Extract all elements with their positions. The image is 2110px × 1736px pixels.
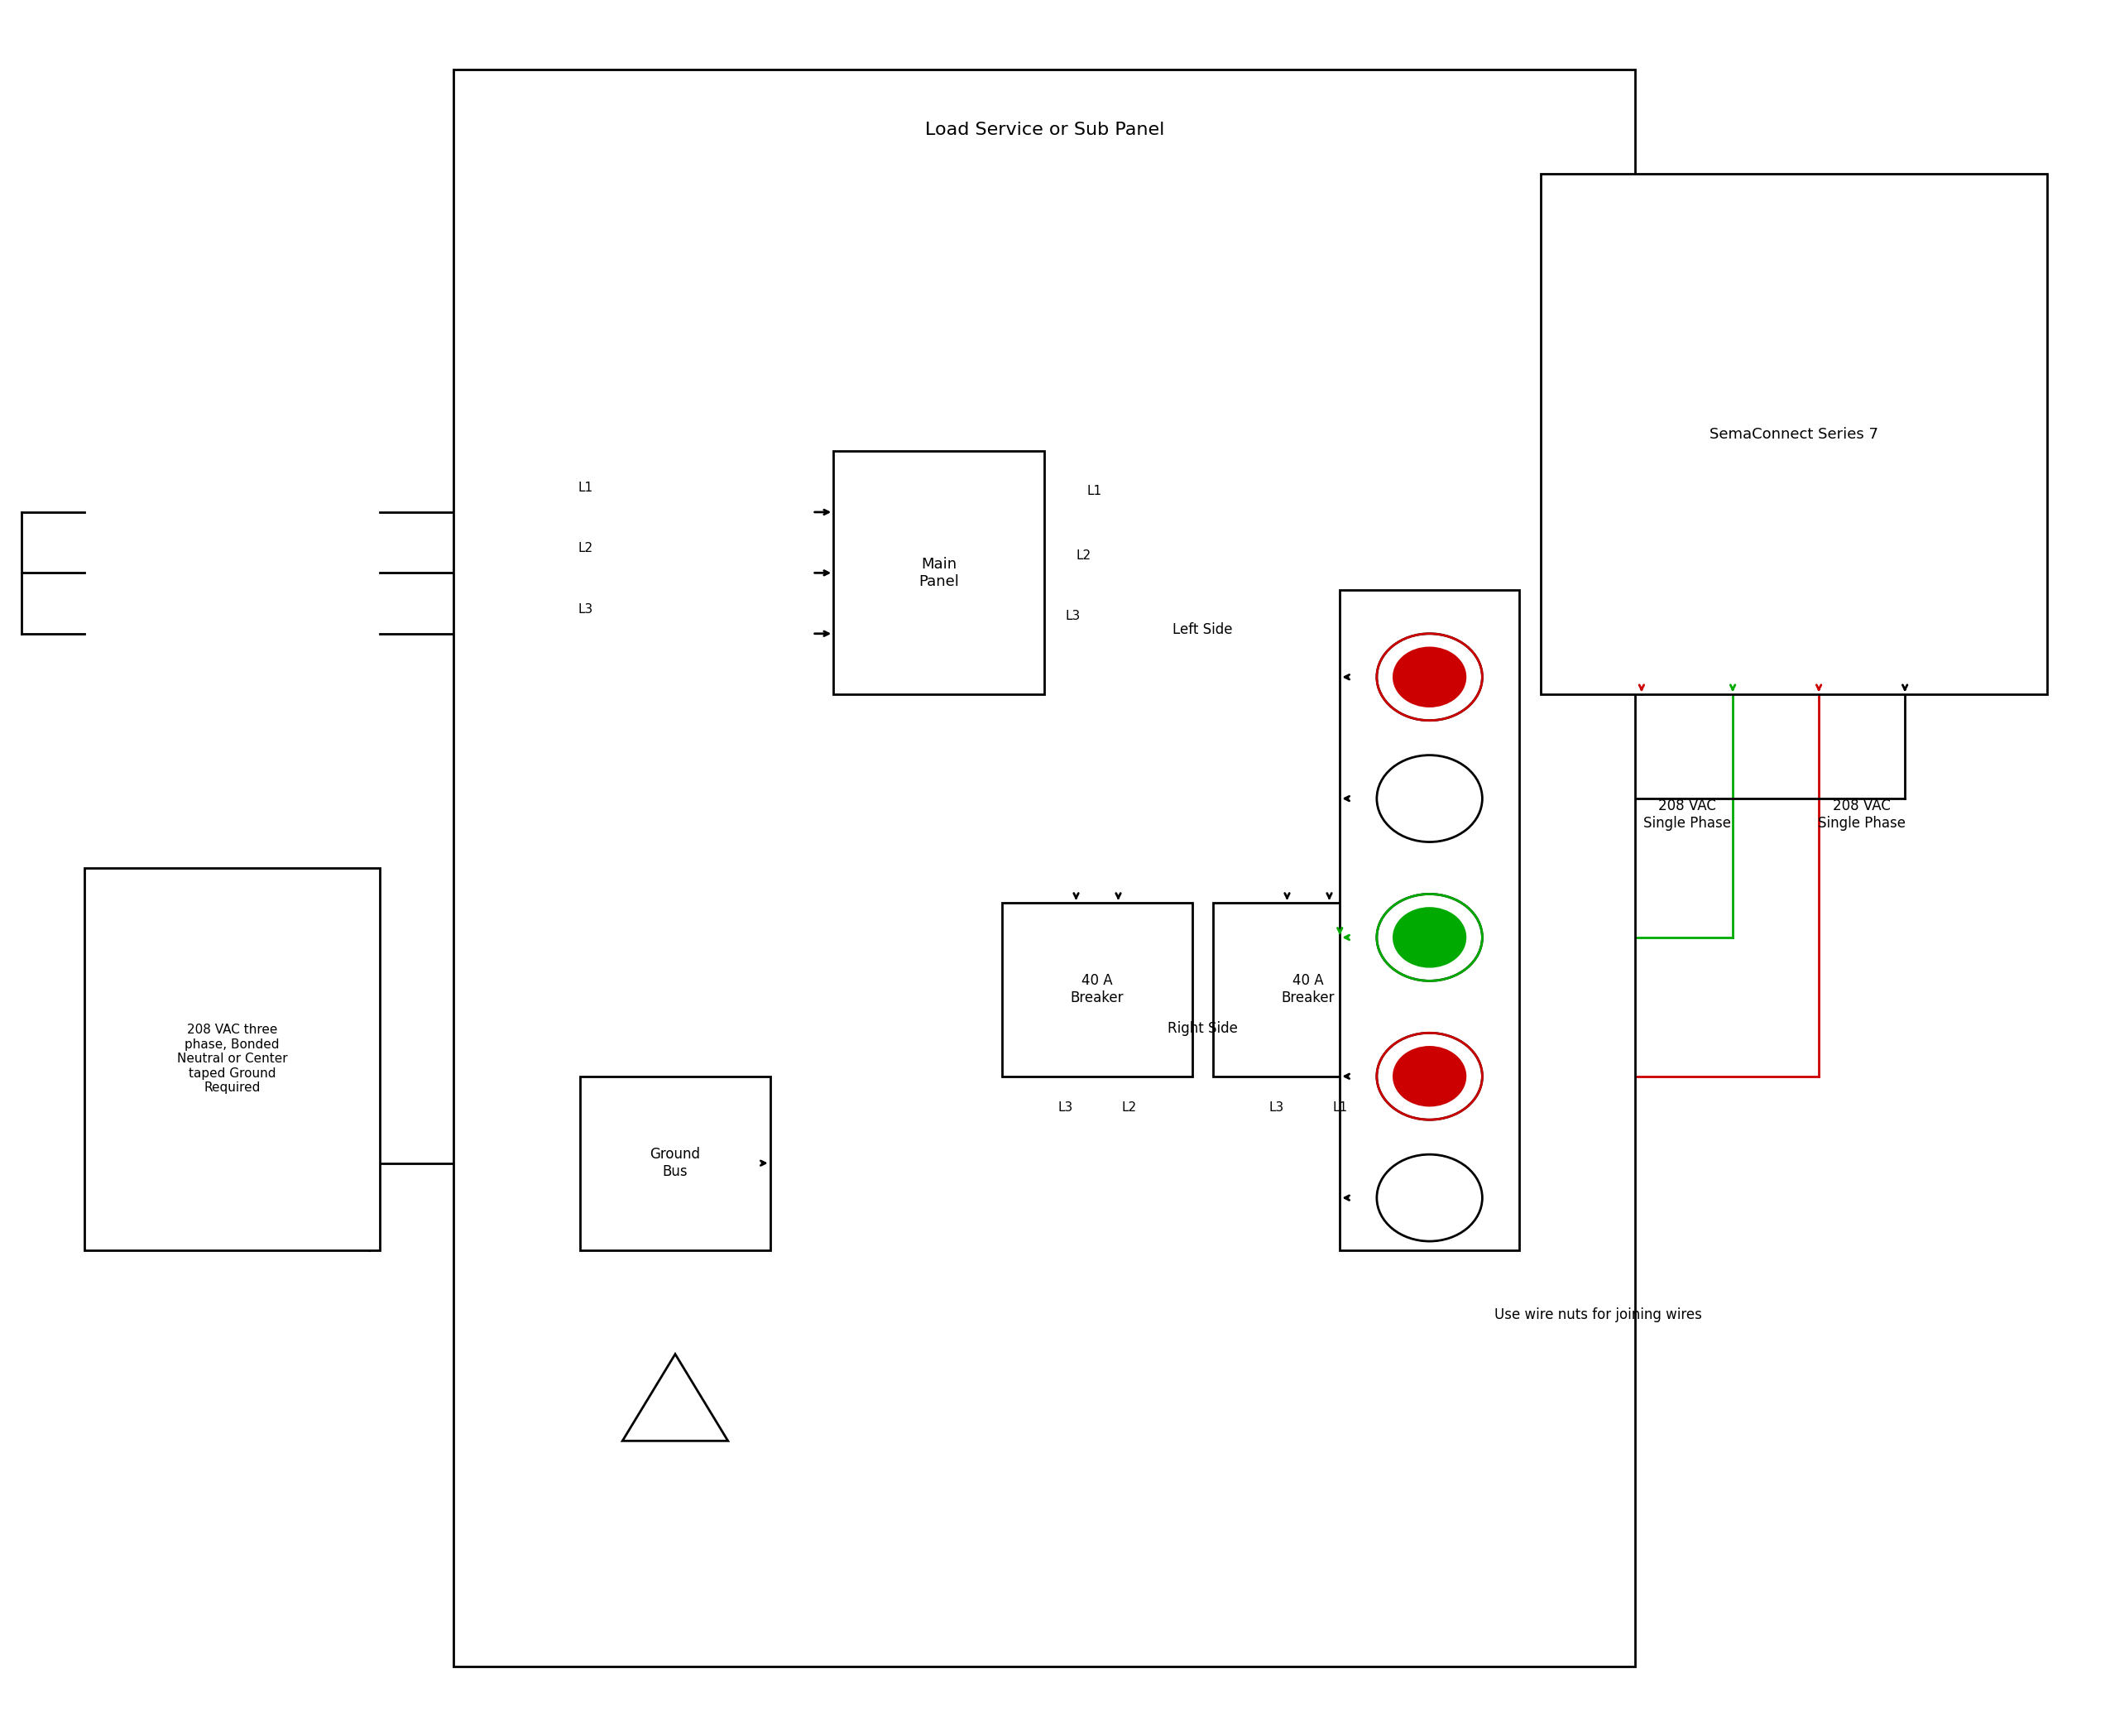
Bar xyxy=(1340,590,1519,1250)
Text: Use wire nuts for joining wires: Use wire nuts for joining wires xyxy=(1494,1307,1703,1323)
Circle shape xyxy=(1376,634,1481,720)
Text: L3: L3 xyxy=(1057,1101,1074,1113)
Text: L3: L3 xyxy=(1268,1101,1285,1113)
Text: SemaConnect Series 7: SemaConnect Series 7 xyxy=(1709,427,1878,441)
Circle shape xyxy=(1376,1033,1481,1120)
Circle shape xyxy=(1376,755,1481,842)
Text: 208 VAC
Single Phase: 208 VAC Single Phase xyxy=(1819,799,1905,830)
Text: 40 A
Breaker: 40 A Breaker xyxy=(1281,974,1336,1005)
Circle shape xyxy=(1393,1045,1466,1108)
Text: L1: L1 xyxy=(1087,484,1101,496)
Text: 40 A
Breaker: 40 A Breaker xyxy=(1070,974,1125,1005)
Circle shape xyxy=(1393,648,1466,708)
Text: L2: L2 xyxy=(1076,549,1091,561)
Bar xyxy=(1213,903,1403,1076)
Text: L2: L2 xyxy=(578,542,593,554)
Bar xyxy=(580,1076,770,1250)
Text: L1: L1 xyxy=(1331,1101,1348,1113)
Text: Left Side: Left Side xyxy=(1173,621,1232,637)
Text: 208 VAC
Single Phase: 208 VAC Single Phase xyxy=(1644,799,1730,830)
Text: L2: L2 xyxy=(1120,1101,1137,1113)
Text: L3: L3 xyxy=(1066,609,1080,621)
Bar xyxy=(833,451,1044,694)
Text: Main
Panel: Main Panel xyxy=(918,557,960,589)
Bar xyxy=(1540,174,2047,694)
Text: L1: L1 xyxy=(578,481,593,493)
Bar xyxy=(454,69,1635,1667)
Text: 208 VAC three
phase, Bonded
Neutral or Center
taped Ground
Required: 208 VAC three phase, Bonded Neutral or C… xyxy=(177,1024,287,1094)
Text: L3: L3 xyxy=(578,602,593,615)
Circle shape xyxy=(1376,1154,1481,1241)
Bar xyxy=(84,868,380,1250)
Circle shape xyxy=(1376,894,1481,981)
Circle shape xyxy=(1393,906,1466,969)
Text: Load Service or Sub Panel: Load Service or Sub Panel xyxy=(924,122,1165,139)
Text: Right Side: Right Side xyxy=(1167,1021,1239,1036)
Bar xyxy=(1002,903,1192,1076)
Polygon shape xyxy=(622,1354,728,1441)
Text: Ground
Bus: Ground Bus xyxy=(650,1147,701,1179)
